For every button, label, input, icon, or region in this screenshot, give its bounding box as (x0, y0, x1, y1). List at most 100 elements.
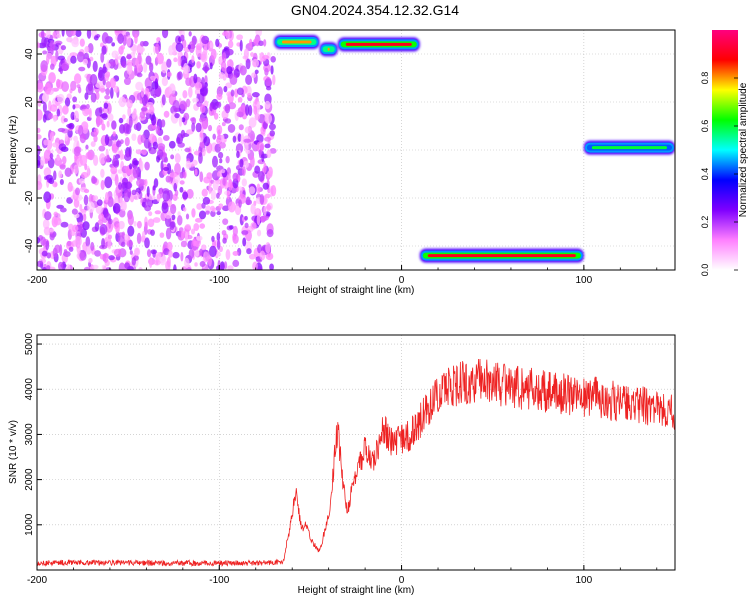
noise-speckle (264, 143, 271, 149)
noise-speckle (179, 186, 184, 193)
noise-speckle (141, 230, 146, 242)
noise-speckle (84, 92, 89, 100)
noise-speckle (107, 113, 114, 122)
noise-speckle (181, 117, 186, 123)
noise-speckle (178, 30, 183, 35)
noise-speckle (145, 112, 151, 120)
noise-speckle (76, 51, 85, 63)
noise-speckle (144, 77, 153, 89)
noise-speckle (216, 93, 223, 101)
noise-speckle (103, 102, 109, 109)
noise-speckle (180, 34, 185, 42)
noise-speckle (232, 234, 239, 244)
noise-speckle (198, 152, 203, 164)
noise-speckle (58, 261, 64, 270)
noise-speckle (194, 262, 198, 267)
noise-speckle (217, 185, 223, 196)
noise-speckle (179, 100, 187, 110)
noise-speckle (140, 87, 145, 98)
noise-speckle (121, 61, 127, 69)
noise-speckle (177, 55, 182, 67)
noise-speckle (261, 151, 265, 163)
noise-speckle (250, 222, 257, 230)
noise-speckle (124, 233, 128, 241)
noise-speckle (147, 218, 155, 228)
noise-speckle (144, 161, 150, 171)
noise-speckle (133, 123, 139, 130)
noise-speckle (44, 211, 52, 221)
noise-speckle (173, 182, 178, 192)
noise-speckle (37, 236, 41, 244)
noise-speckle (219, 158, 223, 164)
noise-speckle (250, 203, 256, 215)
noise-speckle (76, 232, 82, 238)
noise-speckle (165, 260, 171, 270)
noise-speckle (203, 136, 211, 147)
noise-speckle (268, 123, 276, 131)
noise-speckle (211, 235, 215, 243)
noise-speckle (221, 230, 227, 236)
noise-speckle (153, 259, 161, 266)
noise-speckle (209, 102, 214, 112)
noise-speckle (225, 48, 234, 56)
noise-speckle (244, 142, 249, 153)
noise-speckle (237, 96, 243, 103)
noise-speckle (88, 107, 92, 119)
noise-speckle (228, 102, 237, 110)
noise-speckle (258, 170, 265, 182)
noise-speckle (70, 55, 77, 64)
noise-speckle (105, 62, 111, 68)
frequency-trace (273, 35, 320, 49)
noise-speckle (133, 64, 138, 77)
noise-speckle (198, 210, 207, 220)
noise-speckle (126, 53, 132, 60)
noise-speckle (184, 257, 190, 269)
noise-speckle (190, 117, 195, 122)
noise-speckle (43, 191, 52, 203)
noise-speckle (154, 251, 162, 261)
noise-speckle (138, 267, 143, 270)
colorbar-tick-label: 0.2 (700, 216, 710, 229)
noise-speckle (221, 134, 225, 143)
noise-speckle (159, 232, 165, 238)
noise-speckle (144, 221, 148, 231)
noise-speckle (99, 223, 108, 235)
noise-speckle (85, 144, 89, 150)
noise-speckle (97, 219, 104, 226)
noise-speckle (41, 250, 48, 257)
noise-speckle (60, 221, 69, 228)
noise-speckle (157, 143, 166, 151)
noise-speckle (196, 101, 202, 108)
noise-speckle (201, 35, 210, 45)
noise-speckle (73, 110, 79, 122)
noise-speckle (248, 38, 253, 48)
noise-speckle (264, 136, 272, 142)
noise-speckle (204, 75, 208, 85)
noise-speckle (119, 149, 124, 161)
noise-speckle (256, 141, 265, 153)
noise-speckle (191, 208, 196, 218)
noise-speckle (117, 33, 124, 44)
noise-speckle (254, 99, 258, 105)
noise-speckle (106, 120, 110, 128)
noise-speckle (185, 160, 192, 170)
noise-speckle (222, 218, 229, 226)
noise-speckle (266, 149, 272, 159)
noise-speckle (265, 86, 272, 91)
noise-speckle (241, 166, 246, 177)
noise-speckle (262, 182, 270, 190)
colorbar-gradient (712, 30, 738, 270)
noise-speckle (184, 147, 191, 153)
noise-speckle (149, 105, 155, 115)
noise-speckle (168, 83, 176, 96)
noise-speckle (227, 201, 236, 213)
noise-speckle (100, 52, 105, 63)
noise-speckle (148, 211, 153, 217)
spectrogram-y-label: Frequency (Hz) (8, 116, 19, 185)
noise-speckle (42, 102, 47, 113)
noise-speckle (222, 31, 229, 37)
noise-speckle (254, 165, 261, 174)
noise-speckle (174, 162, 181, 175)
noise-speckle (42, 218, 50, 230)
noise-speckle (170, 154, 175, 160)
